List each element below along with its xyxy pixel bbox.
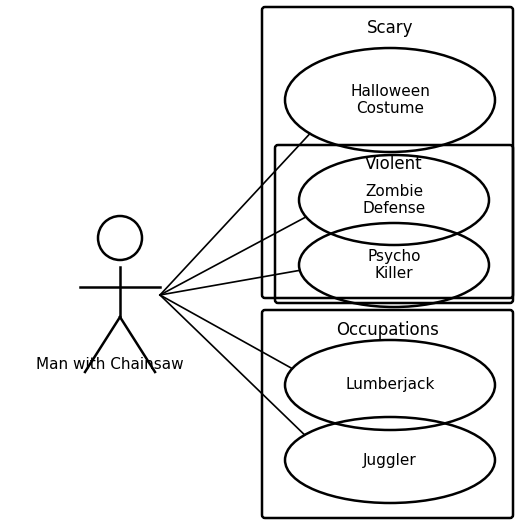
Text: Violent: Violent <box>365 155 423 173</box>
Text: Zombie
Defense: Zombie Defense <box>362 184 426 216</box>
Text: Man with Chainsaw: Man with Chainsaw <box>36 357 184 372</box>
Text: Juggler: Juggler <box>363 452 417 467</box>
Text: Psycho
Killer: Psycho Killer <box>368 249 421 281</box>
Text: Lumberjack: Lumberjack <box>345 378 435 392</box>
Text: Halloween
Costume: Halloween Costume <box>350 84 430 116</box>
Text: Scary: Scary <box>367 19 413 37</box>
Text: Occupations: Occupations <box>337 321 439 339</box>
